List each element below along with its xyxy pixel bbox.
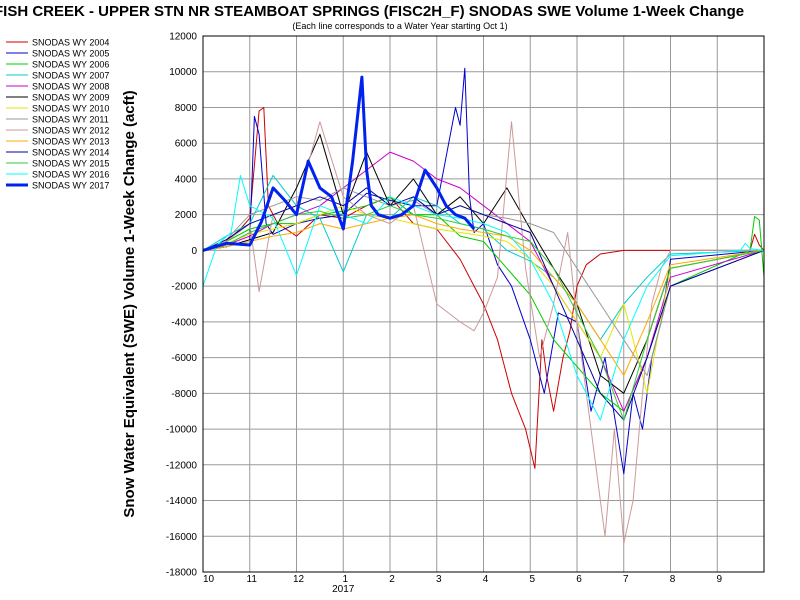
- legend-label: SNODAS WY 2004: [32, 38, 109, 48]
- y-tick-label: 6000: [175, 139, 198, 150]
- series-line-wy-2013: [202, 214, 765, 376]
- x-tick-label: 11: [247, 574, 258, 585]
- x-tick-label: 9: [716, 574, 722, 585]
- x-tick-label: 7: [623, 574, 629, 585]
- legend-label: SNODAS WY 2007: [32, 71, 109, 81]
- y-tick-label: 10000: [169, 67, 197, 78]
- legend-label: SNODAS WY 2012: [32, 126, 109, 136]
- x-tick-label: 2: [389, 574, 395, 585]
- y-tick-label: -10000: [166, 425, 198, 436]
- legend-label: SNODAS WY 2014: [32, 148, 109, 158]
- y-tick-label: -12000: [166, 460, 198, 471]
- x-tick-label: 1: [342, 574, 348, 585]
- y-tick-label: 8000: [175, 103, 198, 114]
- plot-area-frame: [202, 35, 765, 573]
- y-tick-label: -4000: [171, 317, 197, 328]
- y-tick-label: -2000: [171, 282, 197, 293]
- legend-label: SNODAS WY 2008: [32, 82, 109, 92]
- legend-label: SNODAS WY 2016: [32, 170, 109, 180]
- chart-subtitle: (Each line corresponds to a Water Year s…: [292, 21, 507, 31]
- legend-label: SNODAS WY 2013: [32, 137, 109, 147]
- series-line-wy-2010: [202, 205, 765, 394]
- series-line-wy-2017: [202, 75, 476, 252]
- series-lines: [202, 67, 765, 544]
- x-tick-label: 4: [483, 574, 489, 585]
- y-tick-label: -6000: [171, 353, 197, 364]
- series-line-wy-2005: [202, 67, 765, 475]
- x-tick-label: 6: [576, 574, 582, 585]
- legend-label: SNODAS WY 2011: [32, 115, 109, 125]
- legend-label: SNODAS WY 2015: [32, 159, 109, 169]
- y-axis-ticks: 12000 10000 8000 6000 4000 2000 0 -2000 -4000 -60…: [166, 32, 198, 579]
- chart-title: FISH CREEK - UPPER STN NR STEAMBOAT SPRI…: [0, 3, 744, 20]
- y-tick-label: -14000: [166, 496, 198, 507]
- legend-label: SNODAS WY 2006: [32, 60, 109, 70]
- legend-label: SNODAS WY 2009: [32, 93, 109, 103]
- x-axis-year-label: 2017: [332, 584, 355, 595]
- y-tick-label: -18000: [166, 568, 198, 579]
- y-tick-label: 0: [191, 246, 197, 257]
- y-tick-label: -8000: [171, 389, 197, 400]
- legend-label: SNODAS WY 2017: [32, 181, 109, 191]
- y-tick-label: 4000: [175, 174, 198, 185]
- y-tick-label: 12000: [169, 32, 197, 43]
- x-tick-label: 5: [529, 574, 535, 585]
- x-tick-label: 3: [436, 574, 442, 585]
- series-line-wy-2015: [202, 205, 765, 421]
- x-tick-label: 8: [670, 574, 676, 585]
- series-line-wy-2014: [202, 187, 765, 421]
- x-tick-label: 12: [293, 574, 305, 585]
- x-tick-label: 10: [203, 574, 215, 585]
- y-tick-label: 2000: [175, 210, 198, 221]
- series-line-wy-2016: [202, 174, 765, 421]
- x-axis-ticks: 10 11 12 1 2 3 4 5 6 7 8 9: [203, 574, 722, 585]
- legend-label: SNODAS WY 2005: [32, 49, 109, 59]
- y-axis-label: Snow Water Equivalent (SWE) Volume 1-Wee…: [121, 90, 138, 517]
- legend-label: SNODAS WY 2010: [32, 104, 109, 114]
- y-tick-label: -16000: [166, 532, 198, 543]
